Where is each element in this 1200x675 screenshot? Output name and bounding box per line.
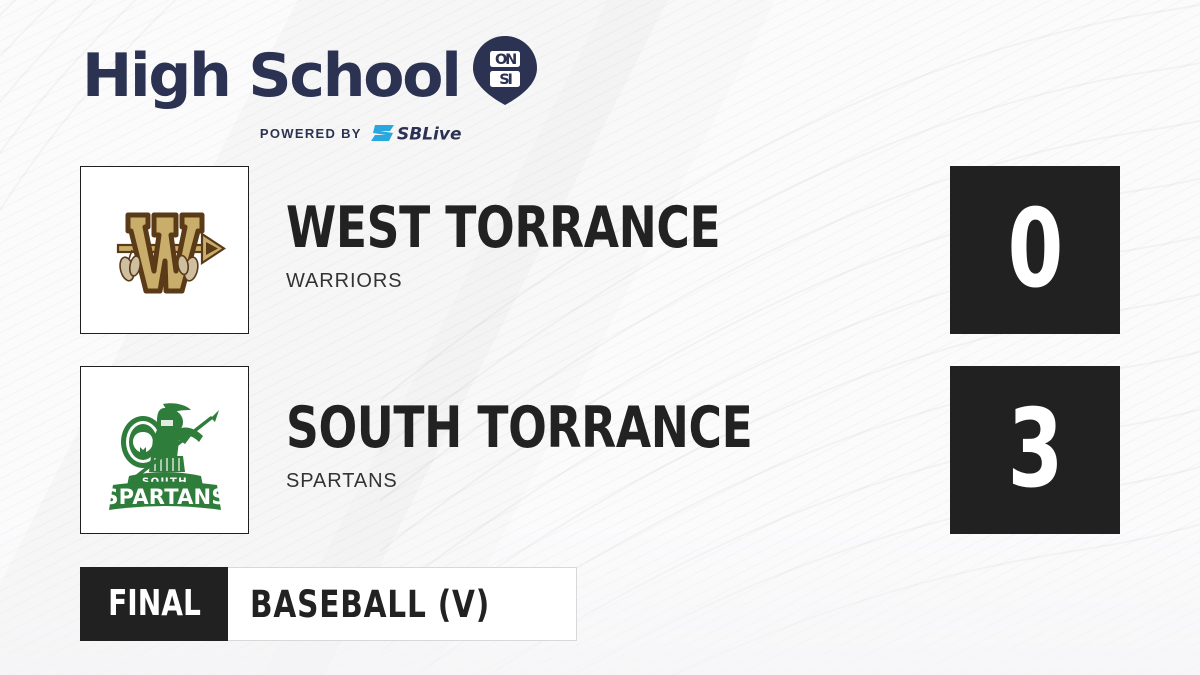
brand-header: High School ON SI POWERED BY SBLive [82,36,537,144]
on-si-pin-icon: ON SI [472,34,537,116]
status-state-label: FINAL [107,583,201,624]
status-badge: FINAL [80,567,228,641]
team-info: WEST TORRANCE WARRIORS [286,195,829,292]
page-title: High School [82,41,462,111]
team-name: WEST TORRANCE [286,195,721,261]
game-status-bar: FINAL BASEBALL (V) [80,567,578,641]
sblive-logo: SBLive [370,122,469,145]
team-score-box: 3 [950,366,1120,534]
team-mascot: WARRIORS [286,270,403,292]
sblive-wordmark: SBLive [397,125,461,145]
team-mascot: SPARTANS [286,470,398,492]
team-score: 3 [1007,387,1064,512]
south-torrance-spartans-logo: SOUTH SPARTANS [103,403,226,510]
team-score: 0 [1007,187,1064,312]
sport-label: BASEBALL (V) [250,582,491,626]
logo-banner-main: SPARTANS [103,485,226,509]
powered-by-row: POWERED BY SBLive [192,122,537,145]
powered-by-label: POWERED BY [259,125,362,141]
team-name: SOUTH TORRANCE [286,395,753,461]
sblive-s-mark [370,125,394,141]
sport-label-panel: BASEBALL (V) [228,567,578,641]
pin-label-si: SI [499,72,512,88]
west-torrance-warriors-logo [116,212,226,294]
team-logo-card: SOUTH SPARTANS [80,366,249,534]
pin-label-on: ON [495,52,516,68]
team-score-box: 0 [950,166,1120,334]
brand-title-row: High School ON SI [82,36,537,116]
team-logo-card [80,166,249,334]
team-info: SOUTH TORRANCE SPARTANS [286,395,869,492]
